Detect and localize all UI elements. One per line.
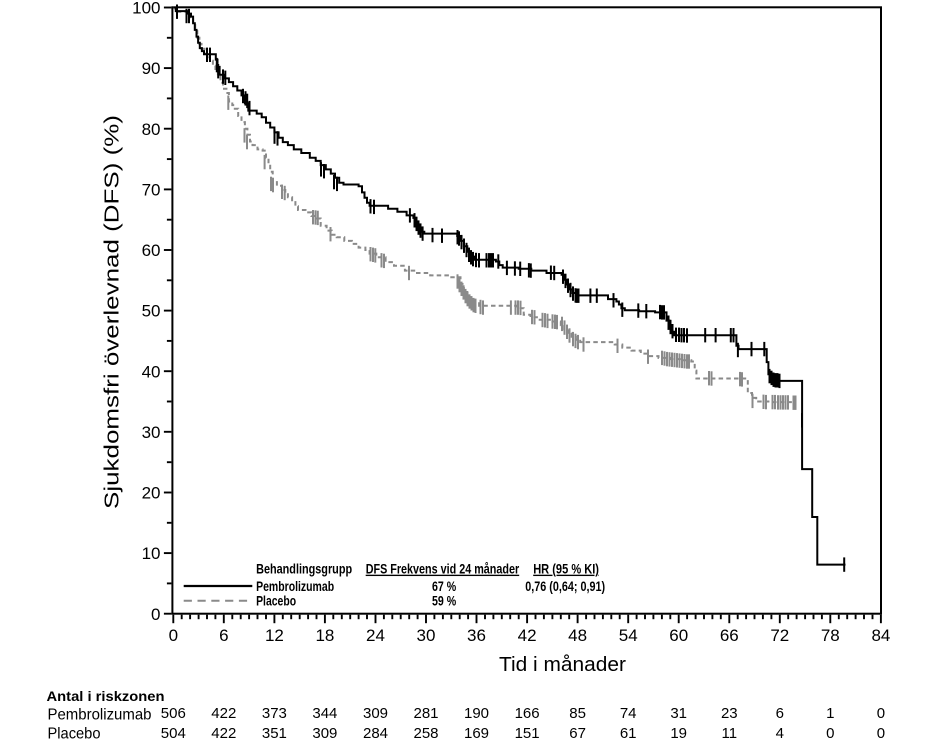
svg-text:30: 30 bbox=[417, 626, 436, 645]
svg-text:66: 66 bbox=[720, 626, 739, 645]
svg-text:0: 0 bbox=[877, 705, 885, 722]
svg-text:85: 85 bbox=[569, 705, 586, 722]
svg-text:351: 351 bbox=[262, 725, 287, 742]
svg-text:59 %: 59 % bbox=[432, 594, 456, 609]
svg-text:Tid i månader: Tid i månader bbox=[499, 654, 626, 676]
svg-text:422: 422 bbox=[211, 725, 236, 742]
svg-text:78: 78 bbox=[821, 626, 840, 645]
svg-text:0: 0 bbox=[826, 725, 834, 742]
svg-text:67: 67 bbox=[569, 725, 586, 742]
svg-text:344: 344 bbox=[312, 705, 337, 722]
svg-text:HR (95 % KI): HR (95 % KI) bbox=[533, 562, 599, 577]
svg-text:84: 84 bbox=[871, 626, 890, 645]
svg-text:70: 70 bbox=[142, 181, 161, 200]
svg-text:80: 80 bbox=[142, 120, 161, 139]
svg-text:281: 281 bbox=[413, 705, 438, 722]
svg-text:72: 72 bbox=[770, 626, 789, 645]
svg-text:10: 10 bbox=[142, 544, 161, 563]
svg-text:Pembrolizumab: Pembrolizumab bbox=[48, 706, 152, 723]
svg-text:23: 23 bbox=[721, 705, 738, 722]
svg-text:169: 169 bbox=[464, 725, 489, 742]
svg-text:0: 0 bbox=[151, 605, 160, 624]
svg-text:DFS Frekvens vid 24 månader: DFS Frekvens vid 24 månader bbox=[366, 562, 520, 577]
svg-text:36: 36 bbox=[467, 626, 486, 645]
svg-text:60: 60 bbox=[669, 626, 688, 645]
svg-text:Pembrolizumab: Pembrolizumab bbox=[256, 579, 334, 594]
svg-text:54: 54 bbox=[619, 626, 638, 645]
svg-text:40: 40 bbox=[142, 362, 161, 381]
svg-text:190: 190 bbox=[464, 705, 489, 722]
svg-text:18: 18 bbox=[315, 626, 334, 645]
svg-text:90: 90 bbox=[142, 59, 161, 78]
svg-text:1: 1 bbox=[826, 705, 834, 722]
svg-text:166: 166 bbox=[515, 705, 540, 722]
svg-text:309: 309 bbox=[312, 725, 337, 742]
svg-text:0: 0 bbox=[169, 626, 178, 645]
svg-text:6: 6 bbox=[219, 626, 228, 645]
svg-text:74: 74 bbox=[620, 705, 637, 722]
svg-text:Antal i riskzonen: Antal i riskzonen bbox=[47, 688, 165, 704]
svg-text:504: 504 bbox=[161, 725, 186, 742]
svg-text:12: 12 bbox=[265, 626, 284, 645]
svg-text:31: 31 bbox=[670, 705, 687, 722]
svg-text:48: 48 bbox=[568, 626, 587, 645]
svg-text:0: 0 bbox=[877, 725, 885, 742]
svg-text:6: 6 bbox=[776, 705, 784, 722]
svg-text:151: 151 bbox=[515, 725, 540, 742]
svg-text:67 %: 67 % bbox=[432, 579, 456, 594]
svg-text:19: 19 bbox=[670, 725, 687, 742]
svg-text:422: 422 bbox=[211, 705, 236, 722]
svg-text:Behandlingsgrupp: Behandlingsgrupp bbox=[256, 562, 352, 577]
svg-text:Placebo: Placebo bbox=[48, 726, 101, 743]
svg-text:Placebo: Placebo bbox=[256, 594, 296, 609]
svg-text:30: 30 bbox=[142, 423, 161, 442]
svg-text:258: 258 bbox=[413, 725, 438, 742]
svg-text:20: 20 bbox=[142, 484, 161, 503]
svg-text:11: 11 bbox=[722, 725, 738, 742]
svg-text:284: 284 bbox=[363, 725, 388, 742]
svg-text:61: 61 bbox=[620, 725, 637, 742]
svg-text:100: 100 bbox=[132, 0, 160, 18]
svg-text:0,76 (0,64; 0,91): 0,76 (0,64; 0,91) bbox=[525, 579, 605, 594]
svg-text:50: 50 bbox=[142, 302, 161, 321]
svg-text:24: 24 bbox=[366, 626, 385, 645]
svg-text:42: 42 bbox=[518, 626, 537, 645]
svg-text:309: 309 bbox=[363, 705, 388, 722]
svg-text:Sjukdomsfri överlevnad (DFS) (: Sjukdomsfri överlevnad (DFS) (%) bbox=[102, 115, 124, 509]
svg-text:373: 373 bbox=[262, 705, 287, 722]
svg-text:60: 60 bbox=[142, 241, 161, 260]
svg-text:4: 4 bbox=[776, 725, 784, 742]
svg-text:506: 506 bbox=[161, 705, 186, 722]
